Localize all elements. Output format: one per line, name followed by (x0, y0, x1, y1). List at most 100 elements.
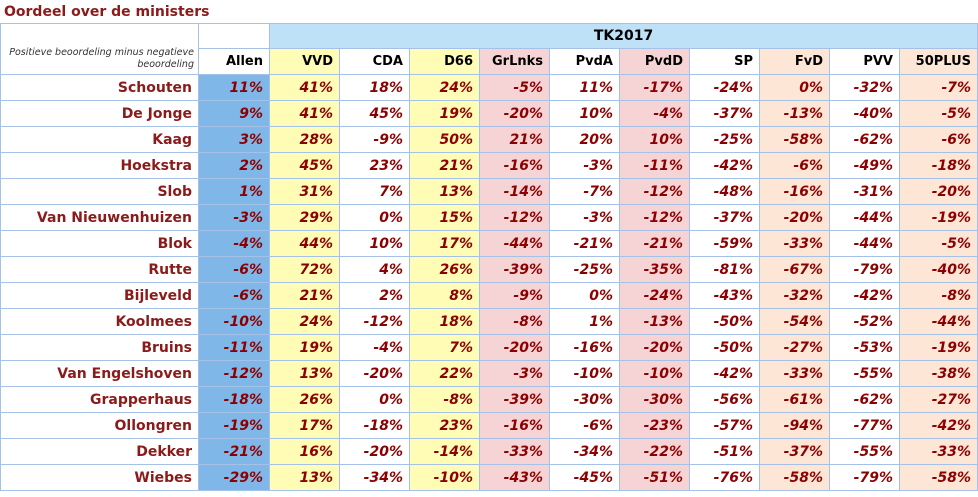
column-header-vvd: VVD (269, 48, 340, 75)
cell-50plus: -42% (898, 412, 978, 439)
cell-50plus: -18% (898, 152, 978, 179)
cell-50plus: -5% (898, 100, 978, 127)
cell-d66: 50% (409, 126, 480, 153)
cell-pvv: -44% (829, 230, 900, 257)
cell-allen: -18% (198, 386, 270, 413)
table-row: Ollongren -19% 17% -18% 23% -16% -6% -23% -57% -9… (0, 412, 978, 439)
cell-pvdd: -13% (619, 308, 690, 335)
column-header-pvdd: PvdD (619, 48, 690, 75)
cell-pvv: -62% (829, 126, 900, 153)
cell-allen: -21% (198, 438, 270, 465)
cell-vvd: 29% (269, 204, 340, 231)
row-label: Hoekstra (0, 152, 199, 179)
row-label: Grapperhaus (0, 386, 199, 413)
cell-vvd: 19% (269, 334, 340, 361)
cell-vvd: 13% (269, 464, 340, 491)
cell-pvv: -52% (829, 308, 900, 335)
cell-pvv: -79% (829, 256, 900, 283)
cell-pvv: -44% (829, 204, 900, 231)
cell-grlnks: -43% (479, 464, 550, 491)
cell-sp: -25% (689, 126, 760, 153)
cell-d66: 19% (409, 100, 480, 127)
cell-pvv: -42% (829, 282, 900, 309)
cell-50plus: -27% (898, 386, 978, 413)
cell-sp: -42% (689, 360, 760, 387)
cell-pvv: -31% (829, 178, 900, 205)
cell-pvdd: -12% (619, 204, 690, 231)
cell-cda: -20% (339, 438, 410, 465)
cell-pvdd: -30% (619, 386, 690, 413)
table-row: Wiebes -29% 13% -34% -10% -43% -45% -51% -76% -58… (0, 464, 978, 491)
cell-pvda: 1% (549, 308, 620, 335)
row-label: Kaag (0, 126, 199, 153)
cell-pvda: 11% (549, 74, 620, 101)
cell-allen: 1% (198, 178, 270, 205)
cell-cda: 2% (339, 282, 410, 309)
cell-pvv: -55% (829, 360, 900, 387)
cell-allen: -12% (198, 360, 270, 387)
cell-allen: 3% (198, 126, 270, 153)
table-row: Schouten 11% 41% 18% 24% -5% 11% -17% -24% 0% -32%… (0, 74, 978, 101)
cell-50plus: -58% (898, 464, 978, 491)
cell-fvd: -67% (759, 256, 830, 283)
cell-pvda: -30% (549, 386, 620, 413)
cell-vvd: 26% (269, 386, 340, 413)
cell-sp: -81% (689, 256, 760, 283)
cell-grlnks: -20% (479, 100, 550, 127)
column-header-fvd: FvD (759, 48, 830, 75)
cell-sp: -50% (689, 334, 760, 361)
cell-sp: -43% (689, 282, 760, 309)
cell-pvv: -62% (829, 386, 900, 413)
chart-title: Oordeel over de ministers (4, 4, 210, 20)
cell-pvv: -77% (829, 412, 900, 439)
row-label: De Jonge (0, 100, 199, 127)
cell-vvd: 24% (269, 308, 340, 335)
cell-pvdd: -23% (619, 412, 690, 439)
cell-d66: 15% (409, 204, 480, 231)
cell-allen: 11% (198, 74, 270, 101)
cell-vvd: 72% (269, 256, 340, 283)
cell-vvd: 41% (269, 74, 340, 101)
cell-vvd: 21% (269, 282, 340, 309)
cell-pvda: -3% (549, 152, 620, 179)
cell-allen: -3% (198, 204, 270, 231)
row-label: Rutte (0, 256, 199, 283)
cell-pvv: -32% (829, 74, 900, 101)
cell-cda: 18% (339, 74, 410, 101)
group-header-tk2017: TK2017 (268, 23, 978, 49)
cell-pvda: -16% (549, 334, 620, 361)
cell-50plus: -20% (898, 178, 978, 205)
cell-fvd: -20% (759, 204, 830, 231)
cell-pvdd: -24% (619, 282, 690, 309)
cell-vvd: 44% (269, 230, 340, 257)
cell-fvd: -94% (759, 412, 830, 439)
cell-grlnks: -3% (479, 360, 550, 387)
cell-pvdd: -20% (619, 334, 690, 361)
cell-fvd: -61% (759, 386, 830, 413)
cell-fvd: -54% (759, 308, 830, 335)
row-label: Schouten (0, 74, 199, 101)
cell-pvdd: -17% (619, 74, 690, 101)
allen-header-spacer (198, 23, 270, 49)
cell-allen: -11% (198, 334, 270, 361)
cell-50plus: -8% (898, 282, 978, 309)
cell-fvd: -16% (759, 178, 830, 205)
cell-sp: -37% (689, 100, 760, 127)
cell-sp: -51% (689, 438, 760, 465)
cell-grlnks: -20% (479, 334, 550, 361)
cell-allen: -6% (198, 282, 270, 309)
cell-cda: -34% (339, 464, 410, 491)
cell-pvda: -6% (549, 412, 620, 439)
cell-d66: -14% (409, 438, 480, 465)
cell-d66: 17% (409, 230, 480, 257)
cell-grlnks: -44% (479, 230, 550, 257)
cell-cda: 0% (339, 204, 410, 231)
cell-pvdd: -4% (619, 100, 690, 127)
table-row: Hoekstra 2% 45% 23% 21% -16% -3% -11% -42% -6% -49… (0, 152, 978, 179)
cell-pvda: -45% (549, 464, 620, 491)
cell-vvd: 45% (269, 152, 340, 179)
cell-allen: -6% (198, 256, 270, 283)
cell-d66: 13% (409, 178, 480, 205)
cell-pvdd: -21% (619, 230, 690, 257)
cell-fvd: -13% (759, 100, 830, 127)
